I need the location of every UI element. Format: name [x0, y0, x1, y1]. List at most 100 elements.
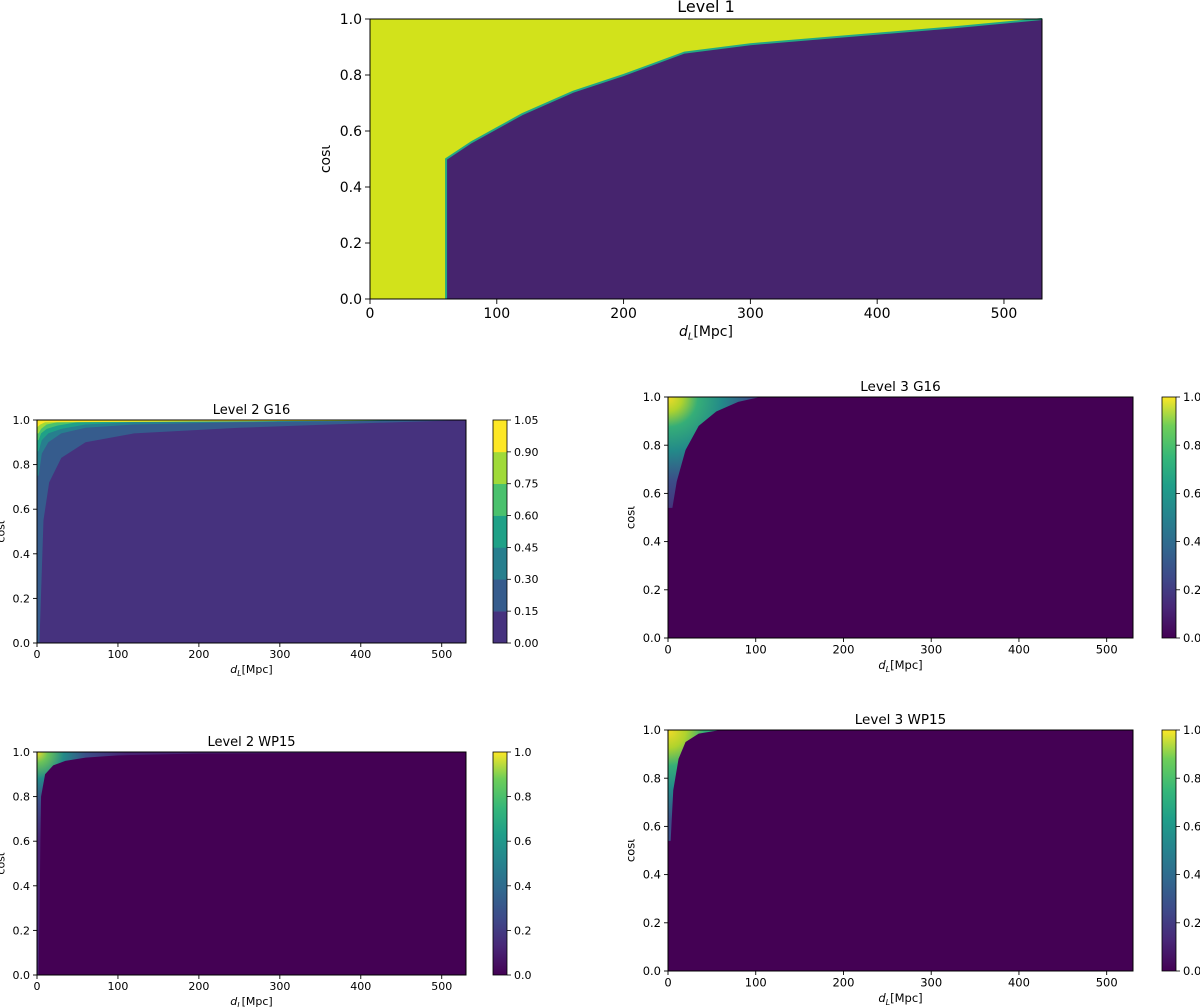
contour-level-0.45: [37, 420, 466, 452]
colorbar-tick-label: 0.4: [1183, 868, 1200, 882]
y-tick-label: 0.8: [643, 438, 661, 452]
panel-level2_g16: 0 100 200 300 400 500 0.0 0.2 0.4 0.6 0.8 1.0 Level …: [0, 403, 539, 678]
x-tick-label: 400: [864, 306, 891, 322]
x-tick-label: 500: [431, 980, 452, 993]
x-tick-label: 400: [1008, 976, 1030, 990]
x-tick-label: 300: [269, 980, 290, 993]
x-axis-label: dL[Mpc]: [230, 995, 272, 1007]
y-tick-label: 0.6: [643, 820, 661, 834]
y-axis-label: cosι: [0, 852, 8, 875]
x-tick-label: 300: [920, 643, 942, 657]
y-tick-label: 0.6: [643, 487, 661, 501]
x-tick-label: 400: [1008, 643, 1030, 657]
y-tick-label: 0.4: [643, 868, 661, 882]
chart-title: Level 2 G16: [213, 403, 290, 418]
x-tick-label: 500: [431, 648, 452, 661]
x-tick-label: 100: [483, 306, 510, 322]
x-tick-label: 0: [664, 643, 671, 657]
colorbar-level: [493, 579, 507, 612]
y-tick-label: 0.8: [643, 771, 661, 785]
x-tick-label: 200: [832, 976, 854, 990]
x-tick-label: 400: [350, 648, 371, 661]
panel-level3_g16: 0 100 200 300 400 500 0.0 0.2 0.4 0.6 0.8 1.0 Level …: [624, 379, 1200, 674]
colorbar-tick-label: 0.45: [514, 541, 539, 554]
x-tick-label: 100: [107, 980, 128, 993]
x-tick-label: 400: [350, 980, 371, 993]
colorbar-tick-label: 0.0: [514, 969, 532, 982]
x-tick-label: 0: [664, 976, 671, 990]
colorbar-tick-label: 0.2: [514, 924, 532, 937]
panel-level2_wp15: 0 100 200 300 400 500 0.0 0.2 0.4 0.6 0.8 1.0 Level …: [0, 735, 532, 1007]
colorbar-level: [493, 483, 507, 516]
background-field: [37, 752, 466, 975]
colorbar-level: [493, 420, 507, 453]
y-tick-label: 0.4: [13, 880, 31, 893]
y-tick-label: 1.0: [643, 723, 661, 737]
x-axis-label: dL[Mpc]: [230, 663, 272, 678]
colorbar-level: [493, 451, 507, 485]
x-axis-label: dL[Mpc]: [878, 658, 922, 674]
colorbar-frame: [1161, 729, 1177, 972]
colorbar: 0.0 0.2 0.4 0.6 0.8 1.0: [1161, 723, 1200, 978]
x-tick-label: 200: [188, 648, 209, 661]
colorbar-level: [493, 611, 507, 644]
colorbar-tick-label: 0.4: [1183, 535, 1200, 549]
y-tick-label: 1.0: [13, 746, 31, 759]
x-axis-label: dL[Mpc]: [679, 324, 733, 343]
colorbar-level: [493, 515, 507, 548]
colorbar-tick-label: 1.0: [1183, 723, 1200, 737]
x-tick-label: 500: [1096, 976, 1118, 990]
x-tick-label: 200: [188, 980, 209, 993]
plot-frame: [36, 419, 467, 644]
colorbar-tick-label: 0.0: [1183, 631, 1200, 645]
colorbar-tick-label: 0.2: [1183, 583, 1200, 597]
y-tick-label: 0.8: [340, 68, 362, 84]
x-tick-label: 100: [745, 976, 767, 990]
colorbar-tick-label: 0.30: [514, 573, 539, 586]
colorbar-tick-label: 0.6: [1183, 820, 1200, 834]
x-tick-label: 0: [366, 306, 375, 322]
y-axis-label: cosι: [624, 506, 638, 529]
colorbar-tick-label: 0.6: [1183, 487, 1200, 501]
plot-frame: [369, 18, 1043, 300]
detected-region: [370, 19, 1042, 299]
y-tick-label: 0.4: [340, 180, 362, 196]
colorbar: 0.0 0.2 0.4 0.6 0.8 1.0: [1161, 390, 1200, 645]
y-tick-label: 0.6: [13, 835, 31, 848]
panel-level3_wp15: 0 100 200 300 400 500 0.0 0.2 0.4 0.6 0.8 1.0 Level …: [624, 712, 1200, 1007]
y-axis-label: cosι: [624, 839, 638, 862]
x-tick-label: 500: [1096, 643, 1118, 657]
x-tick-label: 100: [107, 648, 128, 661]
colorbar-frame: [1161, 396, 1177, 639]
chart-title: Level 1: [677, 0, 735, 16]
y-tick-label: 0.4: [13, 548, 31, 561]
colorbar-tick-label: 0.8: [514, 791, 532, 804]
y-tick-label: 0.0: [340, 292, 362, 308]
y-tick-label: 0.2: [643, 916, 661, 930]
colorbar-gradient: [1162, 397, 1176, 638]
colorbar-tick-label: 1.0: [1183, 390, 1200, 404]
panel-level1: 0 100 200 300 400 500 0.0 0.2 0.4 0.6 0.8 1.0 Level …: [318, 0, 1043, 343]
colorbar-tick-label: 0.2: [1183, 916, 1200, 930]
colorbar-tick-label: 0.8: [1183, 438, 1200, 452]
y-tick-label: 0.8: [13, 791, 31, 804]
contour-level-0.3: [37, 420, 466, 476]
background-field: [668, 730, 1133, 971]
chart-title: Level 2 WP15: [207, 735, 295, 750]
y-tick-label: 1.0: [643, 390, 661, 404]
x-tick-label: 0: [34, 980, 41, 993]
y-tick-label: 0.0: [643, 964, 661, 978]
y-tick-label: 0.6: [340, 124, 362, 140]
background-level: [37, 420, 466, 643]
colorbar-tick-label: 0.0: [1183, 964, 1200, 978]
colorbar: 0.0 0.2 0.4 0.6 0.8 1.0: [492, 746, 532, 982]
y-tick-label: 0.6: [13, 503, 31, 516]
colorbar-frame: [492, 751, 508, 976]
colorbar-frame: [492, 419, 508, 644]
colorbar-gradient: [493, 752, 507, 975]
colorbar-tick-label: 0.15: [514, 605, 539, 618]
detection-boundary: [445, 18, 1043, 299]
chart-title: Level 3 WP15: [855, 712, 946, 728]
colorbar-gradient: [1162, 730, 1176, 971]
detection-gradient: [668, 730, 721, 841]
